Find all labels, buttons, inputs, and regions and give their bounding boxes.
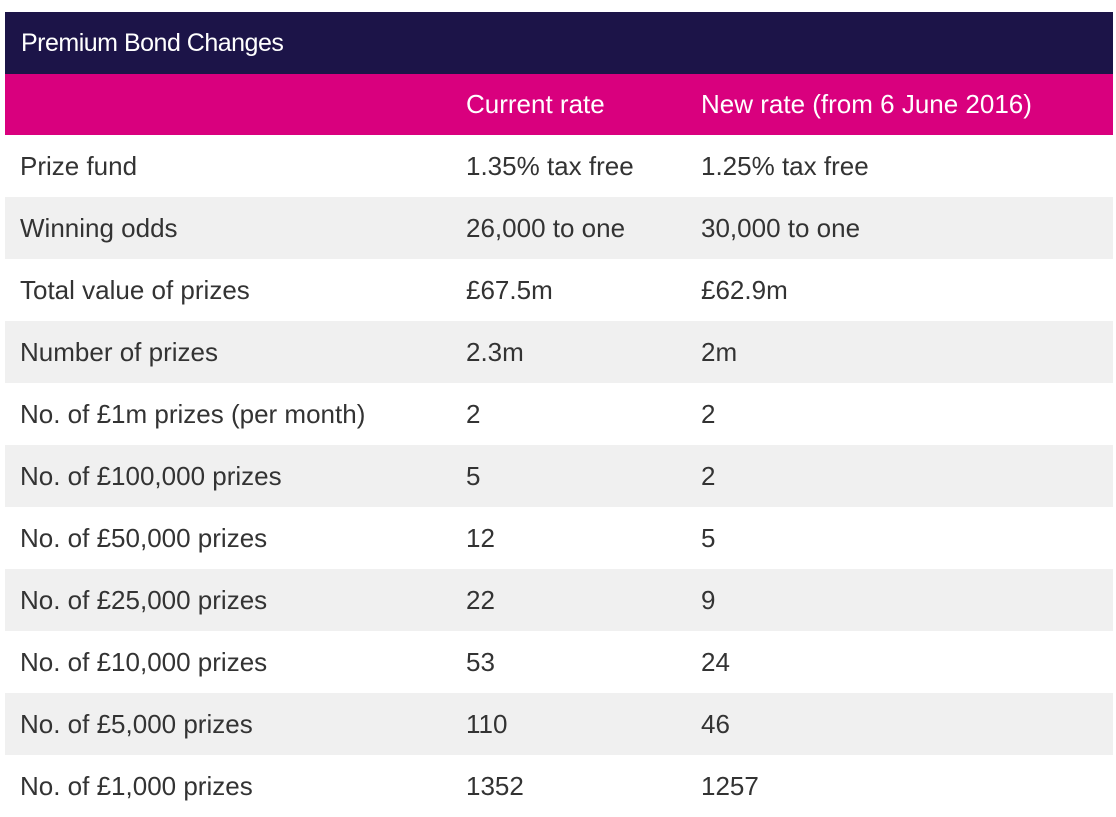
row-label: No. of £25,000 prizes xyxy=(20,584,268,615)
row-label: No. of £50,000 prizes xyxy=(20,522,268,553)
row-label: Number of prizes xyxy=(20,336,218,367)
table-header-row: Current rate New rate (from 6 June 2016) xyxy=(5,74,1113,135)
row-new-value: 1257 xyxy=(701,770,759,801)
header-new-rate: New rate (from 6 June 2016) xyxy=(701,89,1032,119)
row-current-value: 53 xyxy=(466,646,495,677)
row-current-value: 5 xyxy=(466,460,481,491)
table-row: No. of £25,000 prizes 22 9 xyxy=(5,569,1113,631)
row-label: No. of £5,000 prizes xyxy=(20,708,253,739)
row-new-value: 2m xyxy=(701,336,738,367)
table-title-bar: Premium Bond Changes xyxy=(5,12,1113,74)
row-label: No. of £100,000 prizes xyxy=(20,460,282,491)
row-current-value: 110 xyxy=(466,708,508,739)
row-new-value: 2 xyxy=(701,460,716,491)
row-label: No. of £1,000 prizes xyxy=(20,770,253,801)
row-current-value: £67.5m xyxy=(466,274,553,305)
table-row: Prize fund 1.35% tax free 1.25% tax free xyxy=(5,135,1113,197)
row-new-value: 46 xyxy=(701,708,730,739)
table-row: No. of £50,000 prizes 12 5 xyxy=(5,507,1113,569)
row-label: No. of £1m prizes (per month) xyxy=(20,398,366,429)
row-current-value: 12 xyxy=(466,522,495,553)
table-row: No. of £1m prizes (per month) 2 2 xyxy=(5,383,1113,445)
row-label: No. of £10,000 prizes xyxy=(20,646,268,677)
row-label: Winning odds xyxy=(20,212,178,243)
table-row: No. of £100,000 prizes 5 2 xyxy=(5,445,1113,507)
header-current-rate: Current rate xyxy=(466,89,605,119)
table-row: No. of £1,000 prizes 1352 1257 xyxy=(5,755,1113,817)
table-row: No. of £10,000 prizes 53 24 xyxy=(5,631,1113,693)
table-row: No. of £5,000 prizes 110 46 xyxy=(5,693,1113,755)
row-new-value: 5 xyxy=(701,522,716,553)
row-current-value: 26,000 to one xyxy=(466,212,626,243)
row-new-value: 30,000 to one xyxy=(701,212,861,243)
row-new-value: 24 xyxy=(701,646,730,677)
premium-bond-table: Premium Bond Changes Current rate New ra… xyxy=(5,12,1113,817)
row-current-value: 22 xyxy=(466,584,495,615)
table-row: Winning odds 26,000 to one 30,000 to one xyxy=(5,197,1113,259)
row-new-value: 1.25% tax free xyxy=(701,150,869,181)
row-current-value: 2.3m xyxy=(466,336,524,367)
row-current-value: 1352 xyxy=(466,770,524,801)
row-new-value: 2 xyxy=(701,398,716,429)
table-title: Premium Bond Changes xyxy=(21,28,284,57)
row-label: Prize fund xyxy=(20,150,138,181)
row-label: Total value of prizes xyxy=(20,274,250,305)
table-row: Total value of prizes £67.5m £62.9m xyxy=(5,259,1113,321)
row-new-value: 9 xyxy=(701,584,716,615)
table-row: Number of prizes 2.3m 2m xyxy=(5,321,1113,383)
row-current-value: 1.35% tax free xyxy=(466,150,634,181)
row-current-value: 2 xyxy=(466,398,481,429)
row-new-value: £62.9m xyxy=(701,274,788,305)
